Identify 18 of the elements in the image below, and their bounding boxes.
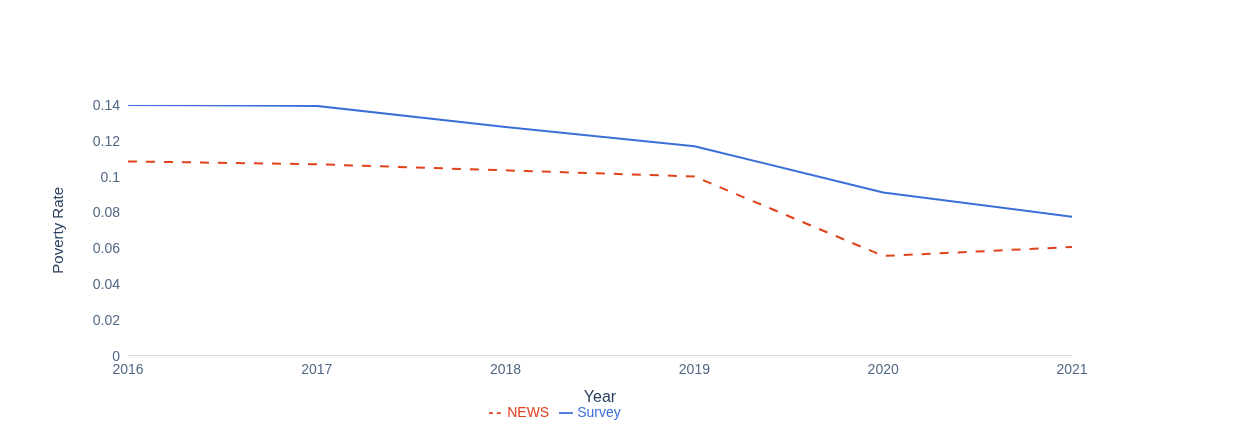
y-tick-label: 0.08 — [92, 204, 121, 221]
x-tick-label: 2019 — [678, 360, 711, 377]
x-tick-label: 2021 — [1056, 360, 1088, 377]
y-tick-label: 0.12 — [92, 132, 121, 149]
x-tick-label: 2017 — [301, 360, 333, 377]
x-axis-title: Year — [583, 387, 617, 405]
x-tick-label: 2020 — [867, 360, 899, 377]
x-tick-label: 2018 — [490, 360, 522, 377]
line-series — [128, 160, 1072, 257]
y-tick-label: 0.02 — [92, 311, 121, 328]
y-tick-label: 0.1 — [100, 168, 121, 185]
legend-label: NEWS — [507, 403, 550, 420]
y-tick-label: 0.06 — [92, 240, 121, 257]
line-series — [128, 105, 1072, 218]
legend-label: Survey — [577, 403, 621, 420]
y-axis-title: Poverty Rate — [49, 186, 67, 274]
y-tick-label: 0.04 — [92, 276, 121, 293]
y-tick-label: 0.14 — [92, 96, 121, 113]
